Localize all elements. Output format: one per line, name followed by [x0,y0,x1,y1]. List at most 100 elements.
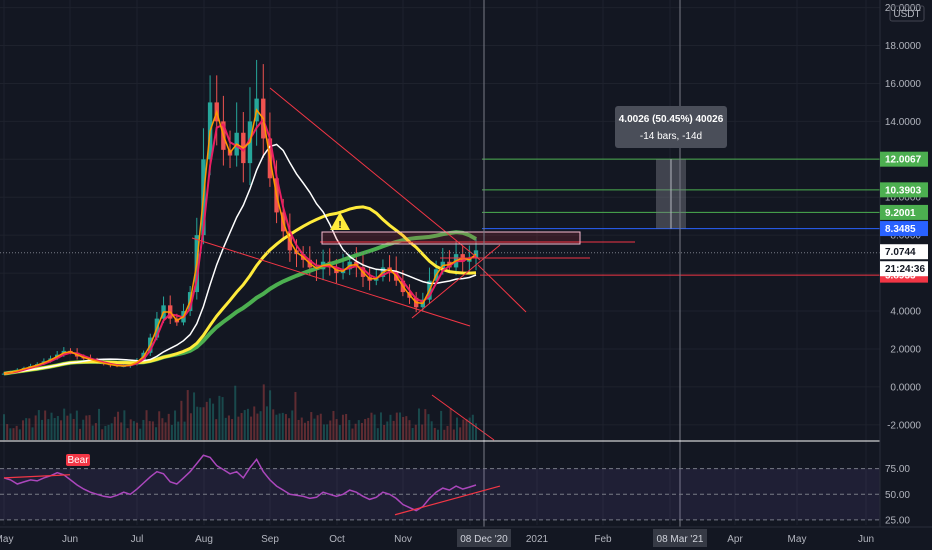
warning-exclamation: ! [338,220,341,231]
rsi-tick-label: 25.00 [885,515,910,526]
price-tick-label: 10.0000 [885,193,922,204]
ma-white [3,143,477,375]
volume-bar [34,415,37,440]
volume-bar [186,390,189,440]
volume-bar [411,428,414,440]
volume-bar [18,429,21,440]
time-tick-label: May [788,534,807,545]
rsi-pane[interactable]: Bear [0,440,932,521]
volume-bar [85,415,88,440]
volume-bar [69,413,72,440]
volume-bar [322,424,325,440]
countdown-tag: 21:24:36 [885,264,925,275]
volume-bar [446,425,449,440]
volume-bar [180,400,183,440]
price-range-measure[interactable]: 4.0026 (50.45%) 40026 -14 bars, -14d [615,106,727,229]
volume-bar [98,408,101,440]
volume-bar [386,421,389,440]
volume-bar [44,410,47,440]
volume-bar [250,416,253,440]
volume-bar [193,392,196,440]
volume-bar [167,413,170,440]
last-price-tag: 7.0744 [885,247,916,258]
cursor-date-label: 08 Dec '20 [460,534,508,545]
volume-bar [79,428,82,440]
rsi-divergence-line[interactable] [3,474,71,479]
volume-bar [348,420,351,440]
volume-bar [72,418,75,440]
volume-bar [443,429,446,440]
volume-bar [126,428,129,440]
resistance-zone[interactable] [321,231,581,245]
price-level-tag: 12.0067 [885,155,922,166]
time-tick-label: Sep [261,534,279,545]
volume-bar [459,427,462,440]
volume-bar [329,420,332,440]
price-tick-label: 8.0000 [890,231,921,242]
volume-bar [6,424,9,440]
volume-bar [468,417,471,440]
volume-bar [66,415,69,440]
volume-bar [313,418,316,440]
trend-line[interactable] [191,237,471,327]
volume-bar [367,417,370,440]
rsi-divergence-line[interactable] [394,485,501,516]
trendline-drawings[interactable]: ! [0,0,880,534]
volume-bar [240,413,243,440]
measure-tooltip [615,106,727,148]
volume-bar [376,428,379,440]
ma-short-pink [3,117,477,375]
cursor-date-label: 08 Mar '21 [657,534,704,545]
trend-line[interactable] [411,244,501,319]
price-tick-label: 0.0000 [890,382,921,393]
volume-bar [243,410,246,440]
time-tick-label: Jul [131,534,144,545]
currency-box [889,5,925,22]
volume-bar [189,413,192,440]
volume-bar [262,384,265,440]
time-tick-label: Aug [195,534,213,545]
volume-bar [139,428,142,440]
volume-bar [234,385,237,440]
volume-bar [345,413,348,440]
volume-bar [265,406,268,440]
currency-label: USDT [893,9,920,20]
time-tick-label: Jun [858,534,874,545]
measure-line-2: -14 bars, -14d [640,131,702,142]
volume-bar [256,413,259,440]
volume-bar [174,410,177,440]
volume-bar [307,420,310,440]
trend-line[interactable] [477,264,527,313]
volume-bar [430,421,433,440]
volume-bar [303,422,306,440]
volume-bar [402,417,405,440]
ma-fast-orange [3,108,477,375]
time-tick-label: Apr [727,534,743,545]
volume-bar [427,414,430,440]
volume-bar [202,407,205,440]
volume-bar [433,427,436,440]
price-tick-label: 14.0000 [885,117,922,128]
candle-body[interactable] [1,373,7,375]
volume-bar [414,424,417,440]
volume-bar [148,421,151,440]
volume-bar [421,424,424,440]
volume-bar [31,427,34,440]
volume-bar [300,417,303,440]
volume-bar [294,391,297,440]
volume-bar [284,414,287,440]
volume-bar [297,419,300,440]
trend-line[interactable] [269,87,481,261]
volume-bar [104,425,107,440]
volume-bar [50,412,53,440]
volume-bar [389,414,392,440]
rsi-line[interactable] [3,454,477,512]
volume-bar [253,406,256,440]
volume-bar [455,417,458,440]
volume-bar [123,410,126,440]
price-level-tag-bg [880,182,928,198]
warning-icon: ! [330,212,350,231]
volume-bar [60,420,63,440]
rsi-tick-label: 50.00 [885,490,910,501]
